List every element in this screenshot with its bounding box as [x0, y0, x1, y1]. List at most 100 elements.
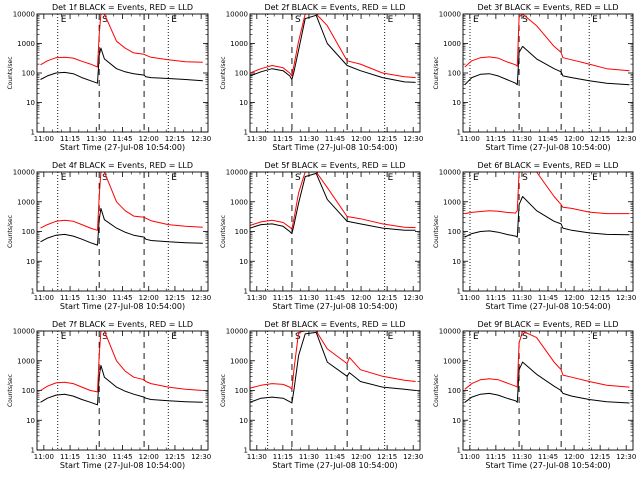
x-tick-label: 11:30 [247, 294, 267, 302]
x-tick-label: 11:00 [460, 135, 480, 143]
y-tick-label: 10000 [13, 11, 35, 19]
x-axis-label: Start Time (27-Jul-08 10:54:00) [60, 143, 185, 152]
y-tick-label: 100 [235, 70, 248, 78]
x-tick-label: 12:30 [191, 453, 211, 461]
x-tick-label: 11:00 [34, 453, 54, 461]
x-tick-label: 12:30 [403, 135, 423, 143]
x-tick-label: 12:30 [616, 294, 636, 302]
series-events-line [464, 361, 630, 404]
x-tick-label: 11:00 [460, 453, 480, 461]
x-axis-label: Start Time (27-Jul-08 10:54:00) [60, 461, 185, 470]
y-tick-label: 1000 [230, 357, 248, 365]
x-tick-label: 12:30 [191, 135, 211, 143]
x-tick-label: 11:45 [538, 135, 558, 143]
y-tick-label: 1 [244, 447, 248, 455]
vline-label: E [171, 173, 177, 183]
x-tick-label: 11:30 [512, 294, 532, 302]
y-tick-label: 1 [457, 288, 461, 296]
x-axis-label: Start Time (27-Jul-08 10:54:00) [485, 461, 610, 470]
y-tick-label: 10000 [226, 169, 248, 177]
series-lld-line [464, 14, 630, 72]
vline-label: E [61, 15, 67, 25]
series-events-line [40, 207, 203, 246]
panel-8: Det 8f BLACK = Events, RED = LLD Counts/s… [220, 320, 423, 470]
y-tick-label: 10 [26, 417, 35, 425]
y-axis-label: Counts/sec [433, 374, 440, 407]
x-tick-label: 11:30 [86, 294, 106, 302]
series-lld-line [40, 331, 203, 393]
x-tick-label: 12:15 [590, 294, 610, 302]
y-tick-label: 10000 [13, 328, 35, 336]
y-tick-label: 10 [239, 258, 248, 266]
plot-frame [249, 13, 421, 133]
x-tick-label: 12:00 [351, 294, 371, 302]
x-tick-label: 11:15 [486, 453, 506, 461]
series-lld-line [40, 14, 203, 68]
series-events-line [250, 172, 416, 235]
vline-label: E [171, 332, 177, 342]
series-events-line [250, 14, 416, 83]
vline-label: E [473, 15, 479, 25]
x-tick-label: 11:00 [460, 294, 480, 302]
x-tick-label: 12:30 [616, 453, 636, 461]
y-tick-label: 10000 [439, 11, 461, 19]
x-tick-label: 12:30 [191, 294, 211, 302]
y-axis-label: Counts/sec [220, 374, 227, 407]
x-tick-label: 11:15 [273, 294, 293, 302]
x-tick-label: 11:45 [325, 294, 345, 302]
panel-title: Det 5f BLACK = Events, RED = LLD [264, 161, 405, 170]
vline-label: E [171, 15, 177, 25]
x-tick-label: 11:00 [34, 135, 54, 143]
y-tick-label: 10 [452, 99, 461, 107]
x-tick-label: 12:00 [351, 453, 371, 461]
plot-frame [249, 171, 421, 292]
y-tick-label: 10 [26, 99, 35, 107]
x-tick-label: 11:30 [299, 135, 319, 143]
vline-label: S [102, 332, 108, 342]
plot-frame [36, 13, 209, 133]
x-tick-label: 12:15 [165, 453, 185, 461]
y-tick-label: 1000 [443, 40, 461, 48]
y-tick-label: 100 [22, 387, 35, 395]
x-tick-label: 11:45 [538, 453, 558, 461]
series-lld-line [464, 331, 630, 390]
series-lld-line [250, 14, 416, 79]
vline-label: S [102, 15, 108, 25]
x-tick-label: 11:15 [60, 135, 80, 143]
y-tick-label: 100 [448, 228, 461, 236]
plot-frame [36, 330, 209, 451]
y-axis-label: Counts/sec [433, 215, 440, 248]
y-tick-label: 1 [244, 129, 248, 137]
vline-label: S [522, 15, 528, 25]
y-tick-label: 10 [452, 258, 461, 266]
panel-2: Det 2f BLACK = Events, RED = LLD Counts/s… [220, 3, 423, 152]
x-tick-label: 12:15 [377, 135, 397, 143]
y-axis-label: Counts/sec [7, 374, 14, 407]
vline-label: S [522, 173, 528, 183]
panel-title: Det 3f BLACK = Events, RED = LLD [477, 3, 618, 12]
x-tick-label: 12:00 [139, 453, 159, 461]
panel-title: Det 9f BLACK = Events, RED = LLD [477, 320, 618, 329]
y-tick-label: 1000 [443, 357, 461, 365]
x-tick-label: 12:15 [377, 453, 397, 461]
panel-5: Det 5f BLACK = Events, RED = LLD Counts/s… [220, 161, 423, 311]
plot-frame [462, 330, 634, 451]
x-tick-label: 11:30 [512, 135, 532, 143]
panel-title: Det 6f BLACK = Events, RED = LLD [477, 161, 618, 170]
x-tick-label: 11:15 [60, 453, 80, 461]
vline-label: S [295, 15, 301, 25]
vline-label: S [102, 173, 108, 183]
panel-title: Det 2f BLACK = Events, RED = LLD [264, 3, 405, 12]
y-tick-label: 1000 [443, 198, 461, 206]
y-tick-label: 1000 [230, 40, 248, 48]
y-tick-label: 100 [22, 228, 35, 236]
y-tick-label: 1 [457, 129, 461, 137]
vline-label: E [61, 332, 67, 342]
x-tick-label: 11:15 [486, 135, 506, 143]
series-lld-line [250, 172, 416, 230]
vline-label: E [592, 332, 598, 342]
x-tick-label: 12:15 [590, 453, 610, 461]
series-events-line [40, 364, 203, 406]
x-tick-label: 11:15 [273, 135, 293, 143]
